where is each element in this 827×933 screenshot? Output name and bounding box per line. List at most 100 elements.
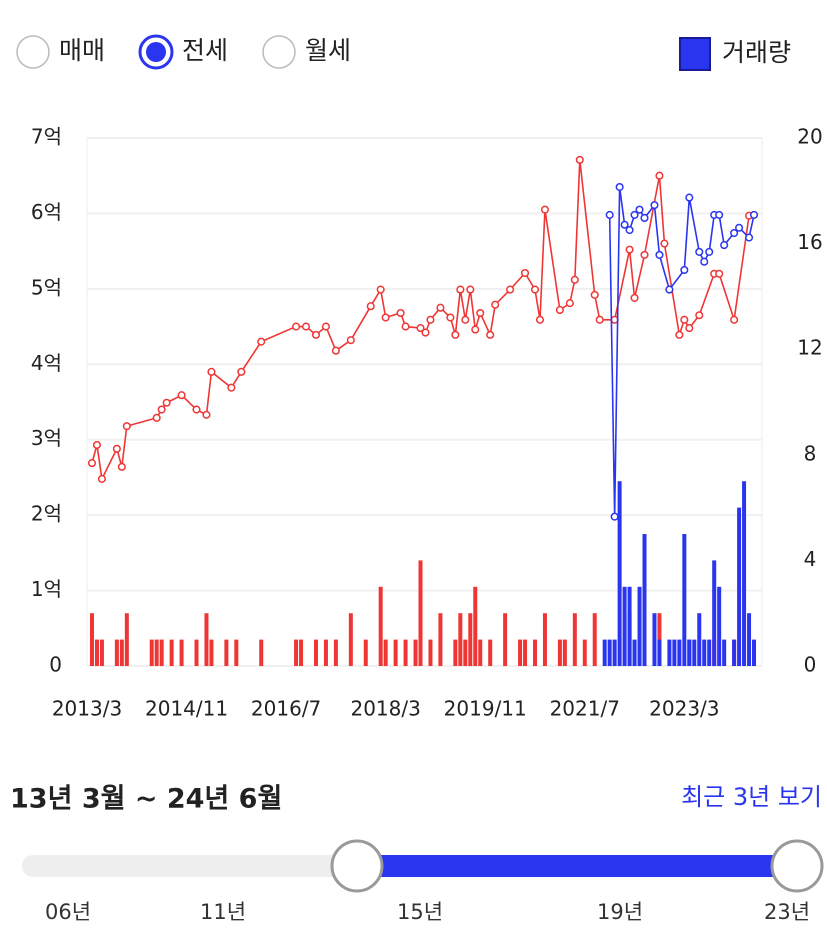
- volume-bar: [732, 639, 737, 666]
- slider-label: 06년: [45, 900, 91, 924]
- price-point: [640, 250, 649, 259]
- price-point: [749, 210, 759, 219]
- price-point: [630, 210, 639, 219]
- volume-bar: [722, 639, 727, 666]
- volume-bar: [234, 639, 239, 666]
- price-point: [471, 325, 480, 334]
- price-point: [530, 285, 540, 294]
- price-point: [625, 245, 634, 254]
- radio-label: 월세: [305, 36, 351, 65]
- volume-bar: [752, 639, 757, 666]
- price-point: [97, 474, 106, 483]
- price-point: [122, 422, 131, 431]
- volume-bar: [742, 481, 747, 666]
- price-point: [321, 322, 330, 331]
- volume-bar: [453, 639, 458, 666]
- price-point: [615, 182, 624, 192]
- volume-bar: [518, 639, 523, 666]
- price-point: [535, 315, 545, 324]
- price-point: [476, 308, 485, 318]
- price-point: [237, 367, 246, 376]
- slider-handle[interactable]: [330, 839, 384, 893]
- price-point: [301, 322, 311, 331]
- price-point: [346, 336, 355, 345]
- volume-bar: [468, 613, 473, 666]
- price-point: [590, 290, 599, 299]
- volume-bar: [378, 586, 383, 666]
- volume-bar: [677, 639, 682, 666]
- price-point: [456, 285, 465, 294]
- price-point: [715, 210, 724, 219]
- x-tick-label: 2019/11: [444, 697, 527, 721]
- volume-bar: [697, 613, 702, 666]
- volume-bar: [393, 639, 398, 666]
- x-tick-label: 2016/7: [251, 697, 321, 721]
- y2-tick-label: 16: [797, 230, 822, 254]
- price-point: [506, 285, 515, 294]
- price-point: [685, 324, 694, 333]
- volume-bar: [89, 613, 94, 666]
- price-point: [257, 337, 266, 346]
- volume-bar: [702, 639, 707, 666]
- volume-bar: [463, 639, 468, 666]
- price-point: [227, 383, 236, 392]
- price-point: [744, 233, 754, 242]
- price-point: [595, 315, 604, 324]
- y2-tick-label: 4: [804, 547, 817, 571]
- volume-bar: [707, 639, 712, 666]
- price-point: [705, 247, 714, 256]
- price-point: [685, 193, 694, 202]
- volume-bar: [542, 613, 547, 666]
- volume-bar: [572, 613, 577, 666]
- price-point: [152, 413, 161, 422]
- volume-bar: [299, 639, 304, 666]
- volume-bar: [642, 534, 647, 666]
- price-point: [396, 308, 405, 318]
- volume-bar: [418, 560, 423, 666]
- slider-label: 19년: [597, 900, 643, 924]
- volume-bar: [224, 639, 229, 666]
- y-tick-label: 6억: [31, 200, 62, 224]
- radio-dot: [146, 42, 166, 62]
- price-point: [177, 391, 186, 400]
- volume-bar: [124, 613, 129, 666]
- filter-group: 매매 전세 월세: [16, 34, 351, 70]
- legend-swatch: [679, 37, 711, 71]
- volume-bar: [478, 639, 483, 666]
- volume-bar: [383, 639, 388, 666]
- volume-bar: [632, 639, 637, 666]
- volume-bar: [179, 639, 184, 666]
- radio-option[interactable]: 매매: [16, 35, 105, 69]
- volume-bar: [737, 507, 742, 666]
- price-point: [87, 459, 97, 468]
- radio-option[interactable]: 전세: [138, 34, 228, 70]
- price-point: [675, 330, 684, 339]
- volume-bar: [209, 639, 214, 666]
- recent-3y-link[interactable]: 최근 3년 보기: [681, 783, 822, 811]
- slider-handle[interactable]: [770, 839, 824, 893]
- volume-bar: [672, 639, 677, 666]
- volume-bar: [428, 639, 433, 666]
- price-point: [570, 275, 579, 284]
- price-point: [207, 367, 216, 376]
- range-slider[interactable]: [22, 839, 824, 893]
- price-point: [202, 410, 211, 419]
- volume-bar: [637, 586, 642, 666]
- price-point: [451, 330, 460, 339]
- volume-bar: [562, 639, 567, 666]
- price-point: [655, 250, 664, 259]
- range-label: 13년 3월 ~ 24년 6월: [10, 784, 282, 815]
- price-point: [605, 210, 614, 219]
- price-point: [520, 268, 530, 278]
- volume-bar: [204, 613, 209, 666]
- volume-bar: [592, 613, 597, 666]
- volume-bar: [169, 639, 174, 666]
- volume-bar: [413, 639, 418, 666]
- volume-bar: [667, 639, 672, 666]
- price-point: [157, 405, 166, 414]
- volume-bar: [557, 639, 562, 666]
- price-point: [436, 303, 445, 312]
- radio-option[interactable]: 월세: [262, 35, 351, 69]
- x-tick-label: 2014/11: [145, 697, 228, 721]
